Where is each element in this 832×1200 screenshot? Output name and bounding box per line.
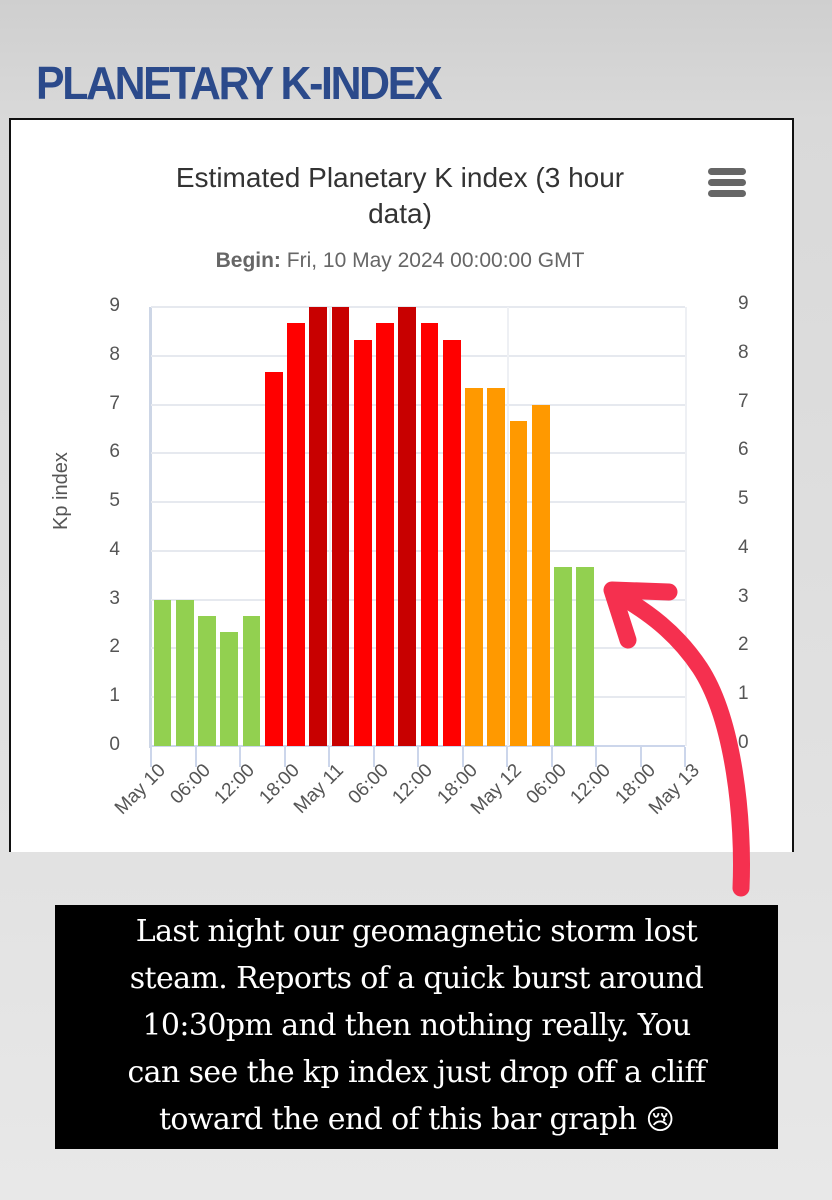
- x-tick: [372, 747, 375, 767]
- gridline: [151, 696, 685, 699]
- caption-line: Last night our geomagnetic storm lost: [135, 914, 698, 949]
- y-tick-label: 4: [109, 538, 120, 560]
- menu-bar: [708, 168, 746, 175]
- day-gridline: [685, 307, 687, 746]
- plot-area: [149, 306, 687, 767]
- kp-bar[interactable]: [242, 615, 261, 746]
- chart-title-line1: Estimated Planetary K index (3 hour: [175, 162, 625, 193]
- page-title: PLANETARY K-INDEX: [36, 57, 442, 109]
- hamburger-menu-icon[interactable]: [708, 168, 746, 200]
- y-tick-label-right: 7: [738, 390, 749, 412]
- kp-bar[interactable]: [376, 323, 394, 746]
- kp-bar[interactable]: [287, 323, 305, 746]
- kp-bar[interactable]: [576, 567, 594, 746]
- chart-title: Estimated Planetary K index (3 hour data…: [100, 160, 700, 232]
- gridline: [151, 598, 685, 601]
- menu-bar: [708, 179, 746, 186]
- y-tick-label-right: 3: [738, 585, 749, 607]
- y-tick-label-right: 6: [738, 439, 749, 461]
- y-tick-label: 3: [109, 587, 120, 609]
- y-tick-label: 7: [109, 392, 120, 414]
- kp-bar[interactable]: [487, 388, 505, 746]
- y-tick-label: 9: [109, 295, 120, 316]
- x-tick: [194, 747, 197, 767]
- x-tick: [328, 747, 330, 767]
- subtitle-value: Fri, 10 May 2024 00:00:00 GMT: [280, 249, 585, 272]
- caption-box: Last night our geomagnetic storm lost st…: [55, 905, 778, 1149]
- kp-bar[interactable]: [175, 599, 194, 746]
- kp-bar[interactable]: [420, 323, 439, 746]
- gridline: [151, 549, 685, 552]
- x-tick: [417, 747, 419, 767]
- y-tick-label-right: 8: [738, 341, 749, 363]
- caption-line: can see the kp index just drop off a cli…: [127, 1055, 706, 1090]
- kp-bar[interactable]: [264, 371, 283, 746]
- y-tick-label-right: 5: [738, 488, 749, 510]
- crying-face-icon: 😢: [645, 1103, 675, 1136]
- y-axis-line: [149, 307, 152, 748]
- y-tick-label: 1: [109, 685, 120, 707]
- day-gridline: [329, 307, 331, 746]
- y-tick-label-right: 4: [738, 536, 749, 558]
- x-tick: [283, 747, 286, 767]
- y-tick-label-right: 2: [738, 634, 749, 656]
- kp-bar[interactable]: [220, 632, 238, 746]
- kp-bar[interactable]: [509, 420, 528, 746]
- kp-bar[interactable]: [153, 599, 172, 746]
- kp-bar[interactable]: [353, 339, 372, 746]
- chart-title-line2: data): [368, 198, 432, 229]
- gridline: [151, 647, 685, 650]
- x-tick: [506, 747, 508, 767]
- kp-bar[interactable]: [442, 339, 461, 746]
- kp-bar[interactable]: [465, 388, 483, 746]
- y-tick-label: 8: [109, 343, 120, 365]
- x-tick: [461, 747, 464, 767]
- x-tick: [595, 747, 597, 767]
- gridline: [151, 354, 685, 357]
- menu-bar: [708, 190, 746, 197]
- kp-bar[interactable]: [531, 404, 550, 746]
- kp-bar[interactable]: [309, 307, 327, 746]
- y-tick-label-right: 0: [738, 732, 749, 753]
- caption-line: 10:30pm and then nothing really. You: [142, 1008, 691, 1043]
- kp-bar[interactable]: [331, 307, 350, 746]
- subtitle-label: Begin:: [215, 249, 281, 272]
- kp-bar[interactable]: [554, 567, 572, 746]
- caption-line: toward the end of this bar graph 😢: [55, 1096, 778, 1143]
- y-tick-label-right: 9: [738, 293, 749, 314]
- y-tick-label-right: 1: [738, 683, 749, 705]
- x-tick: [150, 747, 152, 767]
- x-tick: [239, 747, 241, 767]
- kp-bar[interactable]: [398, 307, 416, 746]
- day-gridline: [507, 307, 509, 746]
- y-axis-title: Kp index: [50, 452, 72, 530]
- gridline: [151, 403, 685, 406]
- chart-subtitle: Begin: Fri, 10 May 2024 00:00:00 GMT: [100, 249, 700, 273]
- x-tick: [550, 747, 553, 767]
- kp-bar[interactable]: [198, 615, 216, 746]
- y-tick-label: 6: [109, 441, 120, 463]
- gridline: [151, 452, 685, 455]
- caption-text: toward the end of this bar graph: [158, 1102, 637, 1137]
- gridline: [151, 501, 685, 504]
- y-tick-label: 5: [109, 490, 120, 512]
- caption-line: steam. Reports of a quick burst around: [129, 961, 704, 996]
- gridline: [151, 306, 685, 308]
- y-tick-label: 0: [109, 734, 120, 755]
- y-tick-label: 2: [109, 636, 120, 658]
- x-axis-line: [151, 745, 685, 747]
